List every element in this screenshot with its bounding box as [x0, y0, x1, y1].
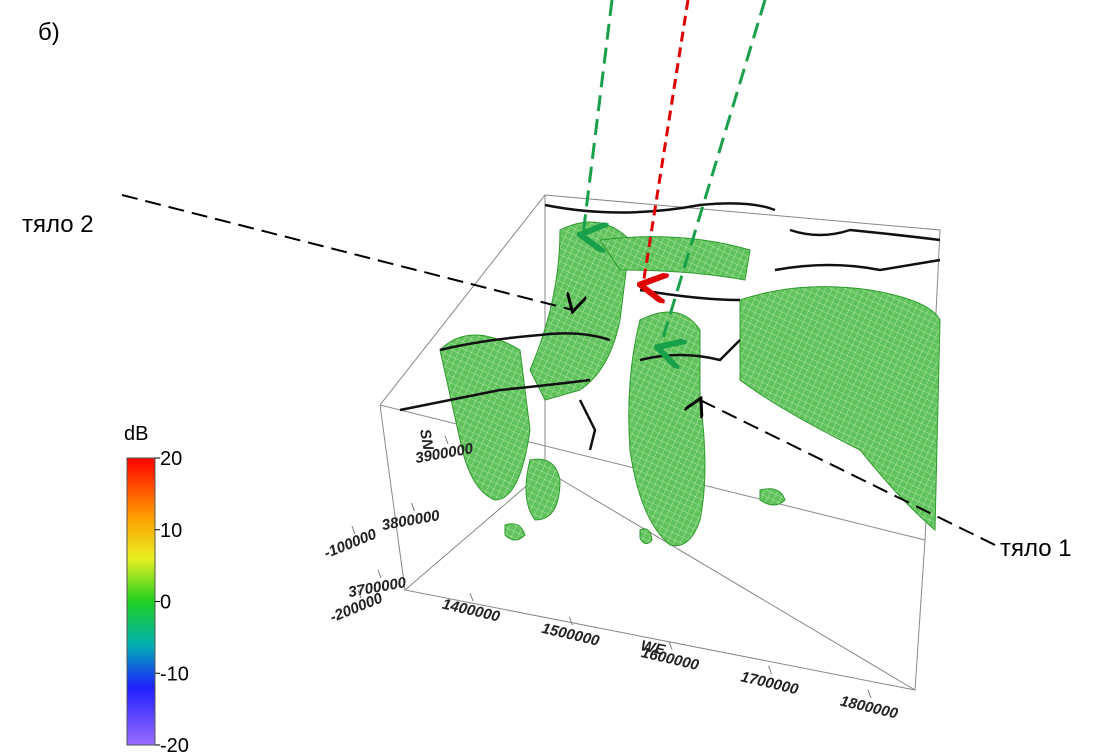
axis-tick — [445, 436, 448, 444]
colorbar-title: dB — [124, 423, 148, 445]
annotation: тяло 2 — [22, 211, 94, 238]
axis-tick-label: 1600000 — [640, 644, 701, 674]
axis-tick — [378, 570, 381, 578]
colorbar — [127, 458, 155, 745]
axis-tick-label: 3800000 — [380, 507, 441, 534]
axis-tick-label: 1400000 — [441, 596, 502, 626]
axis-tick-label: 1700000 — [739, 669, 800, 699]
annotation: тяло 1 — [1000, 535, 1072, 562]
axis-tick — [470, 593, 473, 601]
figure: б) тяло 2 тяло 1 WE SN dB 20100-10-20140… — [0, 0, 1110, 756]
axis-tick-label: 1800000 — [839, 693, 900, 723]
axis-tick — [570, 617, 573, 625]
colorbar-tick-label: -10 — [160, 663, 189, 685]
isosurfaces — [440, 222, 940, 546]
axis-tick — [769, 666, 772, 674]
colorbar-tick-label: 0 — [160, 592, 171, 614]
axis-tick-label: -100000 — [322, 525, 380, 562]
axis-tick — [868, 690, 871, 698]
colorbar-tick-label: -20 — [160, 735, 189, 756]
panel-label: б) — [38, 19, 60, 46]
axis-tick-label: 1500000 — [540, 620, 601, 650]
colorbar-tick-label: 20 — [160, 448, 182, 470]
axis-tick — [412, 503, 415, 511]
colorbar-tick-label: 10 — [160, 520, 182, 542]
